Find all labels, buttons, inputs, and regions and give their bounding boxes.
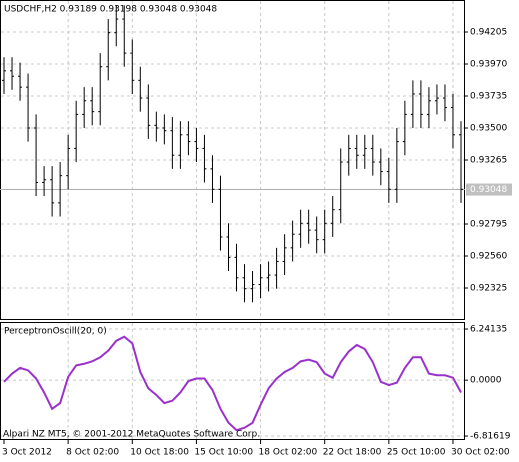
- x-tick-label: 25 Oct 10:00: [387, 448, 446, 458]
- x-tick-label: 22 Oct 18:00: [323, 448, 382, 458]
- y-tick-label: 0.94205: [470, 28, 507, 38]
- x-tick-label: 10 Oct 18:00: [130, 448, 189, 458]
- x-tick-label: 15 Oct 10:00: [194, 448, 253, 458]
- x-tick-label: 18 Oct 02:00: [259, 448, 318, 458]
- footer: Alpari NZ MT5, © 2001-2012 MetaQuotes So…: [3, 430, 260, 440]
- current-price-label: 0.93048: [470, 185, 507, 195]
- x-tick-label: 8 Oct 02:00: [66, 448, 119, 458]
- x-tick-label: 3 Oct 2012: [2, 448, 52, 458]
- oscillator-line: [3, 335, 462, 432]
- y-tick-label: 0.93265: [470, 156, 507, 166]
- y-tick-label: 0.0000: [470, 376, 502, 386]
- y-tick-label: 6.24135: [470, 325, 507, 335]
- y-tick-label: 0.92560: [470, 252, 507, 262]
- y-tick-label: 0.93970: [470, 60, 507, 70]
- panel-title: PerceptronOscill(20, 0): [4, 327, 107, 337]
- y-tick-label: 0.92795: [470, 220, 507, 230]
- x-tick-label: 30 Oct 02:00: [451, 448, 510, 458]
- y-tick-label: 0.92325: [470, 284, 507, 294]
- y-tick-label: 0.93500: [470, 124, 507, 134]
- plot-area: [0, 322, 465, 440]
- panel-title: USDCHF,H2 0.93189 0.93198 0.93048 0.9304…: [4, 5, 217, 15]
- y-tick-label: 0.93735: [470, 92, 507, 102]
- plot-area: [0, 0, 465, 320]
- current-price-box: [466, 183, 512, 196]
- y-tick-label: -6.81619: [470, 432, 511, 442]
